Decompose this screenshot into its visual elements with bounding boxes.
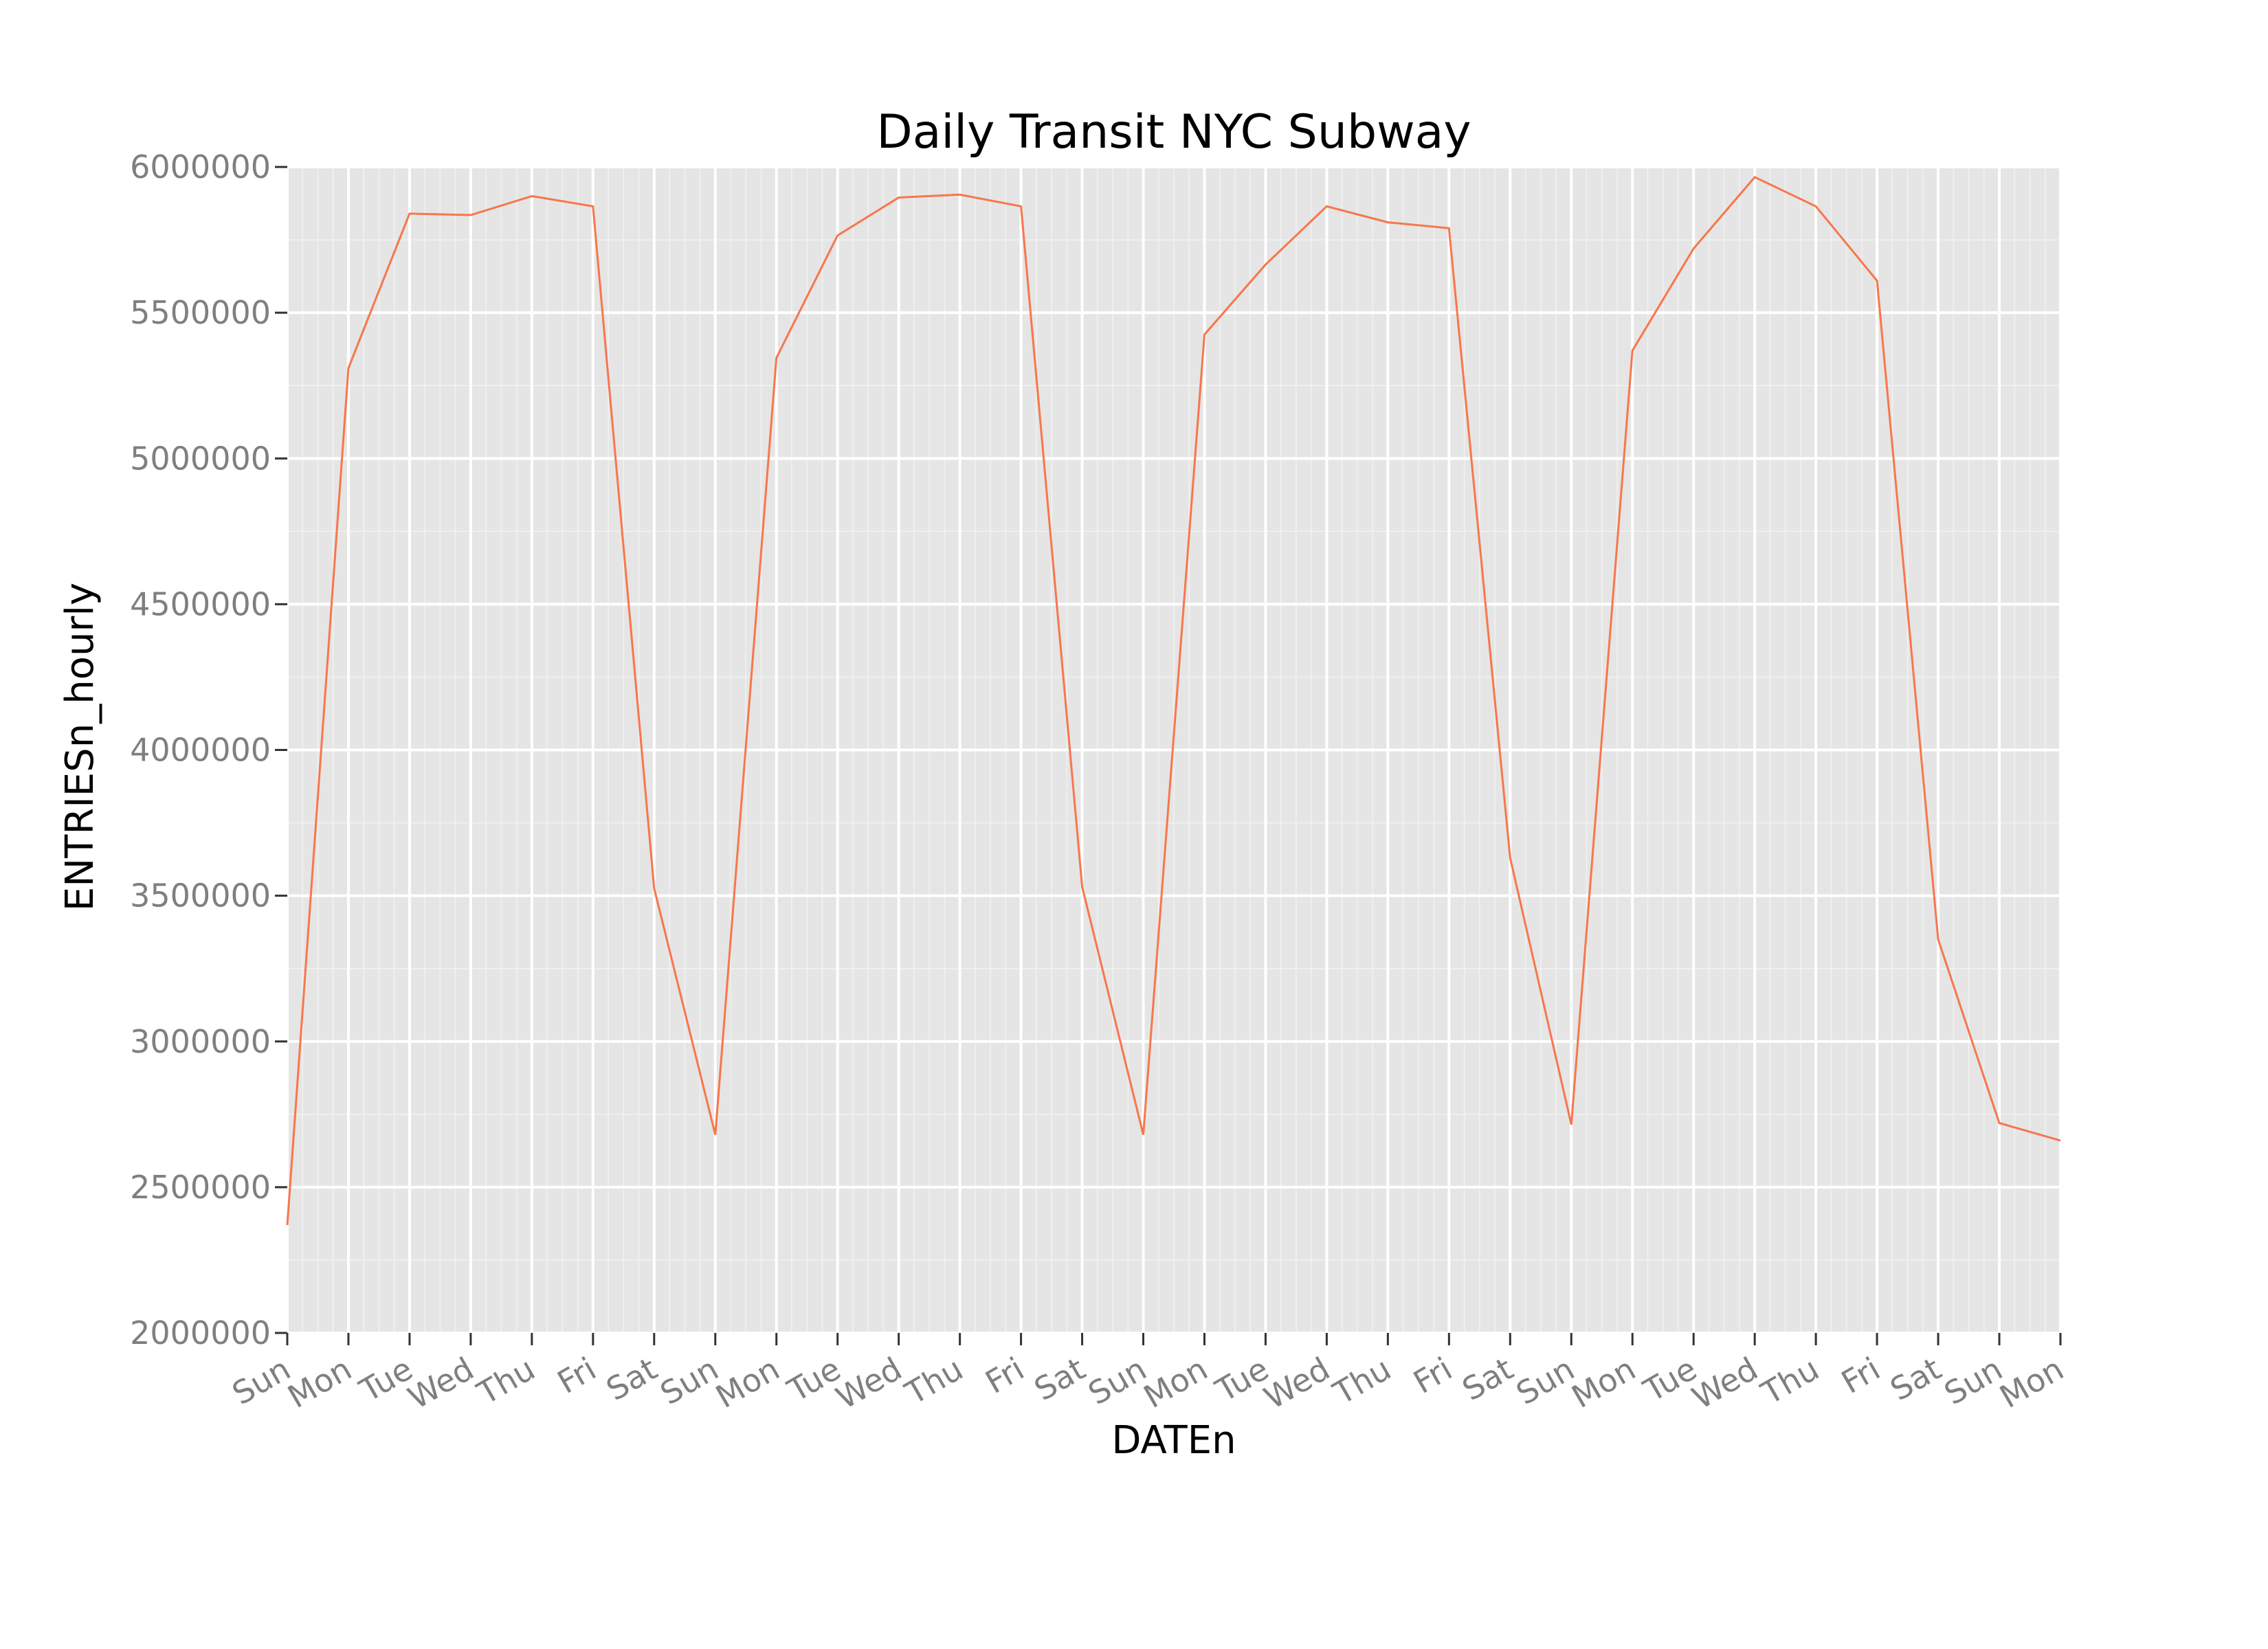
y-tick-label: 5000000 xyxy=(130,440,271,477)
y-tick-label: 3500000 xyxy=(130,877,271,915)
y-tick-label: 2000000 xyxy=(130,1314,271,1351)
x-axis-label: DATEn xyxy=(1111,1418,1236,1463)
y-tick-label: 5500000 xyxy=(130,294,271,331)
axis-tick-marks xyxy=(275,166,2062,1345)
chart-title: Daily Transit NYC Subway xyxy=(876,105,1471,159)
y-tick-label: 2500000 xyxy=(130,1169,271,1206)
series-line xyxy=(286,175,2061,1226)
y-tick-label: 6000000 xyxy=(130,148,271,186)
y-tick-label: 3000000 xyxy=(130,1023,271,1060)
y-tick-label: 4000000 xyxy=(130,732,271,769)
y-axis-label: ENTRIESn_hourly xyxy=(58,583,102,911)
y-tick-label: 4500000 xyxy=(130,585,271,622)
y-axis-tick-labels: 2000000 2500000 3000000 3500000 4000000 45000… xyxy=(130,148,271,1351)
